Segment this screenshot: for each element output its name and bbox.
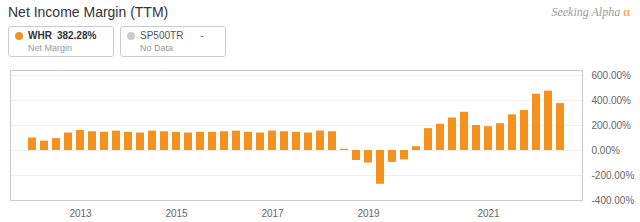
svg-text:2017: 2017: [261, 208, 284, 219]
svg-text:-400.00%: -400.00%: [592, 195, 635, 206]
html-text:Net Income Margin (TTM): Net Income Margin (TTM): [8, 4, 169, 20]
svg-text:600.00%: 600.00%: [592, 70, 632, 81]
html-text:382.28%: 382.28%: [56, 30, 97, 41]
svg-text:0.00%: 0.00%: [592, 145, 620, 156]
html-text:No Data: No Data: [140, 43, 173, 53]
html-text:Seeking Alpha α: Seeking Alpha α: [551, 4, 630, 19]
html-text:SP500TR: SP500TR: [140, 30, 184, 41]
svg-text:2013: 2013: [69, 208, 92, 219]
svg-text:400.00%: 400.00%: [592, 95, 632, 106]
html-text:WHR: WHR: [28, 30, 52, 41]
svg-text:200.00%: 200.00%: [592, 120, 632, 131]
html-text:Net Margin: Net Margin: [28, 43, 72, 53]
svg-text:-200.00%: -200.00%: [592, 170, 635, 181]
svg-text:2021: 2021: [477, 208, 500, 219]
svg-text:2015: 2015: [165, 208, 188, 219]
svg-text:2019: 2019: [357, 208, 380, 219]
